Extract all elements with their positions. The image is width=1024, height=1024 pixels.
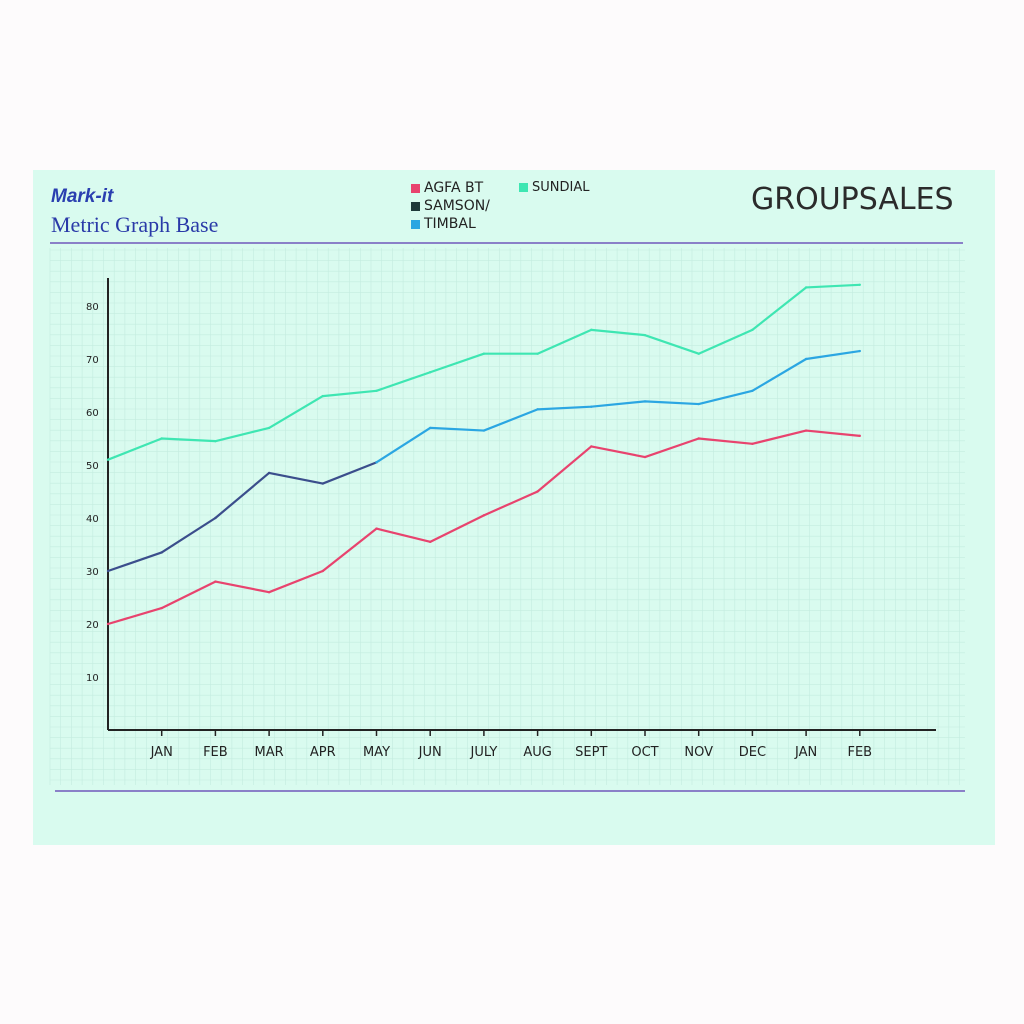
legend-label: AGFA BT <box>424 180 484 196</box>
data-point <box>697 352 700 355</box>
data-point <box>590 445 593 448</box>
data-point <box>214 580 217 583</box>
series-line-timbal <box>375 349 860 464</box>
data-point <box>643 333 647 337</box>
legend-swatch <box>411 183 420 193</box>
data-point <box>643 400 647 403</box>
x-tick-label: NOV <box>684 745 713 760</box>
data-point <box>804 357 808 361</box>
data-point <box>267 426 271 430</box>
y-tick-label: 40 <box>86 514 99 525</box>
data-point <box>375 461 378 464</box>
data-point <box>160 606 163 610</box>
legend-label: SAMSON/ <box>424 198 490 214</box>
legend-agfa: AGFA BT <box>411 180 483 196</box>
data-point <box>321 482 324 485</box>
data-point <box>751 328 754 332</box>
series-line-sundial <box>107 283 860 461</box>
y-tick-label: 80 <box>86 302 99 313</box>
legend-swatch <box>411 201 420 211</box>
y-tick-label: 60 <box>86 408 99 419</box>
x-tick-label: APR <box>310 745 336 760</box>
data-point <box>267 591 271 594</box>
data-point <box>106 622 110 626</box>
legend-swatch <box>411 219 420 229</box>
x-tick-label: FEB <box>203 745 228 760</box>
legend-label: SUNDIAL <box>532 180 590 195</box>
data-point <box>106 569 110 573</box>
data-point <box>858 349 861 353</box>
data-point <box>321 394 324 398</box>
data-point <box>697 437 700 440</box>
data-point <box>536 352 539 355</box>
data-point <box>804 286 808 289</box>
data-point <box>590 405 593 408</box>
data-point <box>375 527 378 530</box>
data-point <box>804 429 808 432</box>
x-tick-label: OCT <box>631 745 658 760</box>
legend-sundial: SUNDIAL <box>519 180 589 195</box>
data-point <box>214 516 217 520</box>
x-tick-label: AUG <box>523 745 551 760</box>
x-tick-label: DEC <box>739 745 766 760</box>
series-line-agfabt <box>107 429 860 626</box>
y-tick-label: 20 <box>86 620 99 631</box>
y-tick-label: 70 <box>86 355 99 366</box>
x-tick-label: MAR <box>255 745 284 760</box>
data-point <box>482 429 486 432</box>
data-point <box>643 455 647 459</box>
data-point <box>375 389 378 392</box>
brand-logo: Mark-it <box>51 186 114 207</box>
data-point <box>590 328 593 332</box>
y-tick-label: 50 <box>86 461 99 472</box>
data-point <box>858 283 861 286</box>
x-tick-label: JAN <box>794 745 817 760</box>
chart-title: GROUPSALES <box>751 182 954 217</box>
x-tick-label: JUN <box>418 745 442 760</box>
data-point <box>482 514 486 517</box>
x-tick-label: MAY <box>363 745 390 760</box>
data-point <box>267 471 271 475</box>
paper-subtitle: Metric Graph Base <box>51 212 219 237</box>
data-point <box>536 490 539 493</box>
x-tick-label: FEB <box>847 745 872 760</box>
data-point <box>429 371 432 374</box>
legend-label: TIMBAL <box>424 216 476 232</box>
data-point <box>482 352 486 355</box>
data-point <box>160 437 163 440</box>
data-point <box>106 458 110 461</box>
legend-samson: SAMSON/ <box>411 198 490 214</box>
x-tick-label: JULY <box>469 745 497 760</box>
data-point <box>751 389 754 392</box>
series-line-samson <box>107 461 377 573</box>
y-tick-label: 10 <box>86 673 99 684</box>
legend-swatch <box>519 183 528 192</box>
data-point <box>429 540 432 544</box>
data-point <box>160 551 163 554</box>
data-point <box>321 569 324 573</box>
graph-paper: Mark-it Metric Graph Base AGFA BT SAMSON… <box>33 170 995 845</box>
data-point <box>536 408 539 411</box>
x-tick-label: SEPT <box>575 745 607 760</box>
data-point <box>858 434 861 438</box>
data-point <box>697 402 700 406</box>
x-tick-label: JAN <box>150 745 173 760</box>
y-tick-label: 30 <box>86 567 99 578</box>
data-point <box>429 426 432 430</box>
legend-timbal: TIMBAL <box>411 216 476 232</box>
data-point <box>214 439 217 443</box>
data-point <box>751 442 754 445</box>
